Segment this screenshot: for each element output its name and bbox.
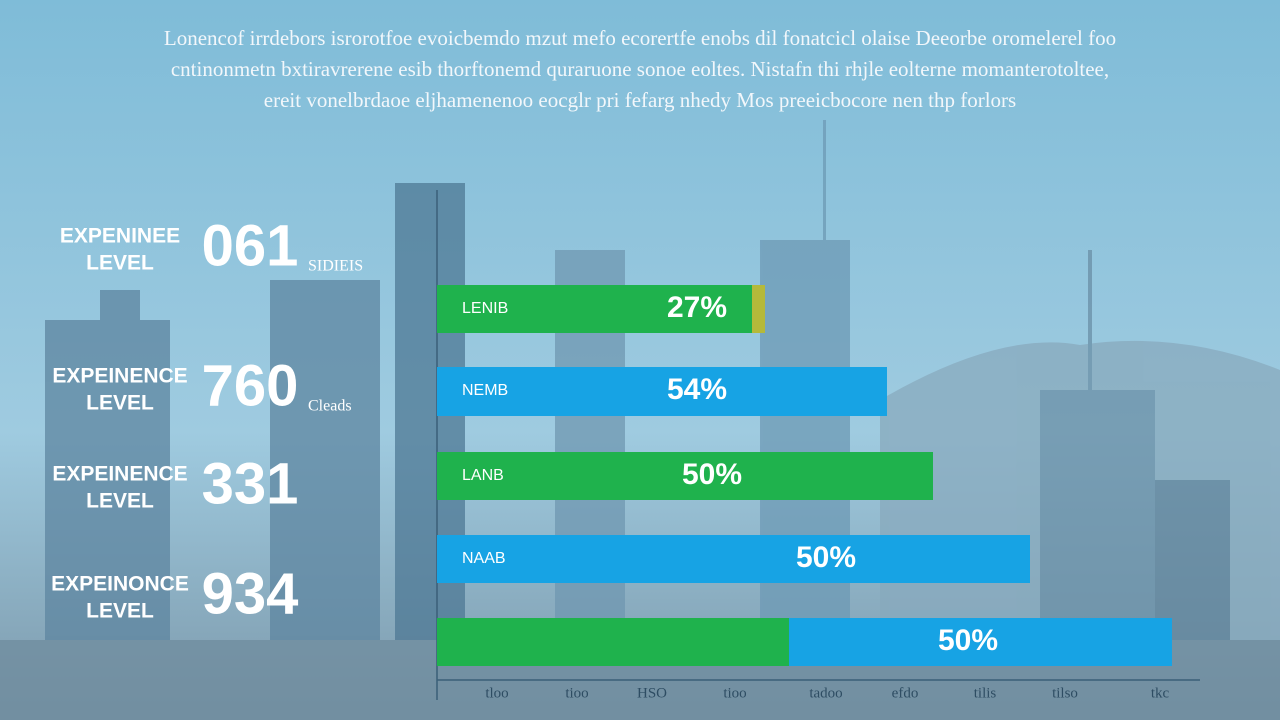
- bar-value: 50%: [796, 541, 856, 574]
- header-line: ereit vonelbrdaoe eljhamenenoo eocglr pr…: [264, 88, 1016, 112]
- x-tick-label: tilis: [974, 685, 997, 701]
- bar-value: 54%: [667, 373, 727, 406]
- level-label: EXPEINENCE: [52, 463, 187, 486]
- header-line: Lonencof irrdebors isrorotfoe evoicbemdo…: [164, 26, 1116, 50]
- x-tick-label: tloo: [485, 685, 508, 701]
- level-label: LEVEL: [86, 600, 154, 623]
- x-tick-label: tkc: [1151, 685, 1170, 701]
- header-line: cntinonmetn bxtiravrerene esib thorftone…: [171, 57, 1109, 81]
- level-number: 934: [202, 561, 299, 626]
- x-tick-label: tioo: [565, 685, 588, 701]
- bar-value: 27%: [667, 291, 727, 324]
- level-label: EXPEINENCE: [52, 365, 187, 388]
- bar: [437, 618, 789, 666]
- level-label: LEVEL: [86, 392, 154, 415]
- bar-label: NAAB: [462, 550, 506, 567]
- level-note: Cleads: [308, 398, 352, 415]
- x-tick-label: HSO: [637, 685, 667, 701]
- bar: [752, 285, 765, 333]
- level-label: LEVEL: [86, 252, 154, 275]
- level-label: EXPEINONCE: [51, 573, 189, 596]
- bar-value: 50%: [938, 624, 998, 657]
- bar: [437, 535, 1030, 583]
- bar: [437, 452, 933, 500]
- level-number: 061: [202, 213, 299, 278]
- bar-value: 50%: [682, 458, 742, 491]
- bar-label: NEMB: [462, 382, 508, 399]
- x-tick-label: tadoo: [809, 685, 842, 701]
- bar: [789, 618, 1172, 666]
- bar-label: LANB: [462, 467, 504, 484]
- bars: LENIB 27% NEMB 54% LANB 50% NAAB 50% 50%: [437, 285, 1172, 666]
- level-label: LEVEL: [86, 490, 154, 513]
- level-label: EXPENINEE: [60, 225, 180, 248]
- header: Lonencof irrdebors isrorotfoe evoicbemdo…: [164, 26, 1116, 112]
- rows: EXPENINEE LEVEL 061 SIDIEIS EXPEINENCE LEVEL 7…: [51, 213, 363, 626]
- level-number: 760: [202, 353, 299, 418]
- x-tick-label: efdo: [892, 685, 919, 701]
- x-tick-label: tilso: [1052, 685, 1078, 701]
- level-note: SIDIEIS: [308, 258, 363, 275]
- bar: [437, 367, 887, 416]
- x-tick-label: tioo: [723, 685, 746, 701]
- level-number: 331: [202, 451, 299, 516]
- bar: [437, 285, 752, 333]
- bar-label: LENIB: [462, 300, 508, 317]
